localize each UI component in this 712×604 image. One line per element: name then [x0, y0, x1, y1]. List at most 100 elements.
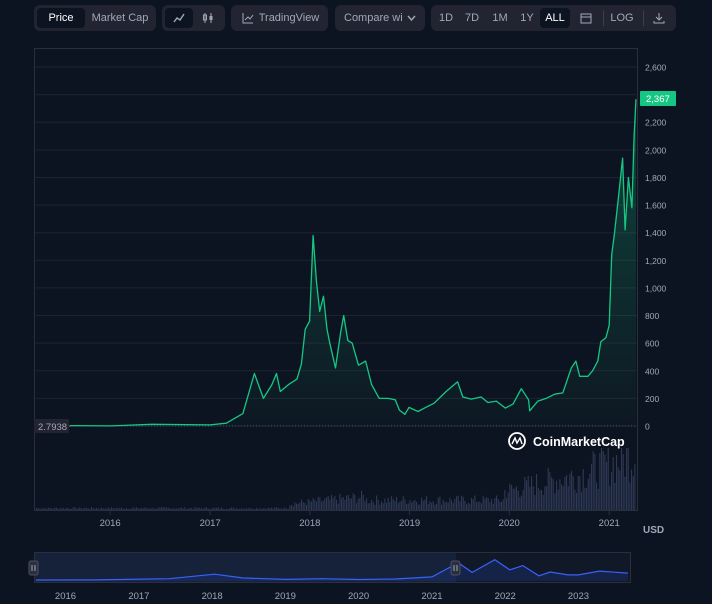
volume-bar [254, 509, 256, 510]
volume-bar [296, 503, 298, 510]
volume-bar [492, 503, 494, 510]
volume-bar [394, 501, 396, 510]
range-all[interactable]: ALL [540, 8, 570, 28]
volume-bar [269, 508, 271, 510]
volume-bar [186, 509, 188, 510]
volume-bar [404, 499, 406, 510]
volume-bar [497, 498, 499, 510]
volume-bar [231, 507, 233, 510]
volume-bar [561, 484, 563, 510]
volume-bar [146, 508, 148, 510]
range-1d[interactable]: 1D [438, 12, 454, 24]
volume-bar [261, 508, 263, 510]
volume-bar [569, 473, 571, 510]
volume-bar [551, 477, 553, 510]
volume-bar [221, 507, 223, 510]
y-tick-label: 2,200 [645, 118, 667, 128]
volume-bar [81, 508, 83, 510]
volume-bar [247, 508, 249, 510]
navigator-x-tick-label: 2018 [202, 591, 223, 602]
volume-bar [109, 508, 111, 510]
volume-bar [421, 497, 423, 510]
volume-bar [631, 469, 633, 510]
volume-bar [79, 507, 81, 510]
volume-bar [184, 507, 186, 510]
volume-bar [582, 469, 584, 510]
volume-bar [226, 508, 228, 510]
volume-bar [279, 508, 281, 510]
volume-bar [72, 507, 74, 510]
volume-bar [594, 454, 596, 510]
volume-bar [51, 508, 53, 510]
volume-bar [256, 507, 258, 510]
coinmarketcap-icon [508, 432, 526, 450]
volume-bar [381, 501, 383, 510]
volume-bar [131, 508, 133, 510]
market-cap-tab[interactable]: Market Cap [91, 12, 149, 24]
volume-bar [172, 508, 174, 510]
volume-bar [152, 507, 154, 510]
volume-bar [39, 508, 41, 510]
volume-bar [222, 508, 224, 510]
compare-dropdown[interactable]: Compare wi [335, 5, 425, 31]
volume-bar [376, 495, 378, 510]
candlestick-icon[interactable] [194, 8, 222, 28]
volume-bar [354, 494, 356, 510]
calendar-icon[interactable] [574, 8, 598, 28]
chart-type-toggle [162, 5, 225, 31]
tradingview-button[interactable]: TradingView [231, 5, 328, 31]
volume-bar [489, 502, 491, 510]
volume-bar [202, 508, 204, 510]
volume-bar [179, 507, 181, 510]
volume-bar [132, 507, 134, 510]
volume-bar [331, 494, 333, 510]
volume-bar [601, 448, 603, 510]
volume-bar [114, 508, 116, 510]
volume-bar [176, 508, 178, 510]
volume-bar [194, 507, 196, 510]
volume-bar [487, 498, 489, 510]
volume-bar [191, 508, 193, 510]
volume-bar [567, 486, 569, 510]
volume-bar [71, 508, 73, 510]
volume-bar [566, 475, 568, 510]
volume-bar [264, 508, 266, 510]
download-icon[interactable] [647, 8, 671, 28]
volume-bar [626, 448, 628, 510]
log-toggle[interactable]: LOG [610, 12, 634, 24]
volume-bar [579, 476, 581, 510]
volume-bar [341, 498, 343, 510]
y-tick-label: 200 [645, 394, 659, 404]
price-line [69, 99, 637, 427]
volume-bar [359, 497, 361, 510]
volume-bar [559, 479, 561, 510]
range-navigator[interactable] [34, 552, 631, 583]
volume-bar [541, 489, 543, 510]
volume-bar [97, 508, 99, 510]
volume-bar [317, 496, 319, 510]
volume-bar [491, 499, 493, 510]
price-tab[interactable]: Price [37, 8, 85, 28]
range-1y[interactable]: 1Y [520, 12, 534, 24]
volume-bar [467, 502, 469, 510]
volume-bar [324, 498, 326, 510]
volume-bar [396, 496, 398, 510]
volume-bar [91, 507, 93, 510]
price-chart[interactable]: 2,6002,4002,2002,0001,8001,6001,4001,200… [0, 0, 712, 545]
volume-bar [342, 496, 344, 510]
line-chart-icon[interactable] [165, 8, 193, 28]
volume-bar [227, 509, 229, 510]
volume-bar [294, 502, 296, 510]
volume-bar [334, 496, 336, 510]
volume-bar [387, 497, 389, 510]
volume-bar [374, 504, 376, 510]
range-7d[interactable]: 7D [464, 12, 480, 24]
volume-bar [511, 484, 513, 510]
volume-bar [372, 501, 374, 510]
volume-bar [562, 486, 564, 510]
volume-bar [506, 498, 508, 510]
volume-bar [276, 507, 278, 510]
range-1m[interactable]: 1M [492, 12, 508, 24]
volume-bar [309, 500, 311, 510]
volume-bar [581, 491, 583, 510]
